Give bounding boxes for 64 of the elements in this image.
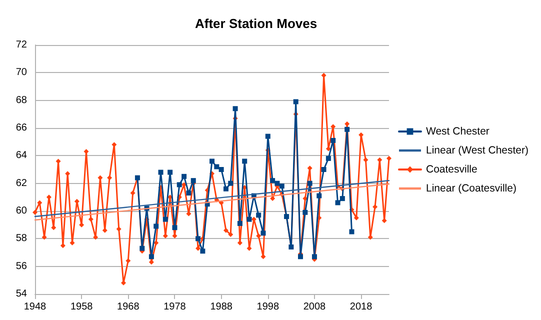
- point: [321, 167, 326, 172]
- point: [218, 167, 224, 172]
- point: [330, 138, 336, 143]
- y-tick-label: 54: [16, 288, 28, 300]
- point: [182, 174, 187, 179]
- point: [307, 180, 312, 186]
- x-tick-label: 1978: [164, 302, 186, 312]
- x-tick-label: 1968: [117, 302, 140, 312]
- point: [190, 178, 196, 184]
- y-tick-label: 66: [16, 122, 28, 134]
- x-tick-label: 1988: [210, 302, 233, 312]
- point: [176, 182, 182, 188]
- point: [158, 170, 164, 175]
- point: [279, 184, 284, 189]
- point: [256, 212, 262, 218]
- point: [312, 254, 317, 260]
- point: [223, 186, 228, 192]
- point: [274, 180, 280, 186]
- x-tick-label: 1958: [70, 302, 94, 312]
- point: [302, 210, 308, 215]
- x-tick-label: 2008: [303, 302, 326, 312]
- point: [316, 193, 322, 198]
- point: [340, 196, 345, 202]
- point: [270, 178, 276, 184]
- y-tick-label: 62: [16, 178, 28, 189]
- point: [232, 106, 238, 112]
- point: [344, 126, 350, 132]
- x-tick-label: 1998: [256, 302, 280, 312]
- chart-title: After Station Moves: [195, 16, 318, 31]
- y-tick-label: 68: [16, 94, 28, 106]
- point: [168, 170, 173, 175]
- point: [298, 254, 303, 260]
- point: [246, 216, 252, 222]
- point: [228, 180, 234, 186]
- point: [335, 200, 340, 206]
- point: [148, 254, 154, 260]
- y-tick-label: 70: [16, 67, 28, 78]
- point: [200, 248, 206, 254]
- y-tick-label: 58: [16, 233, 28, 244]
- point: [210, 158, 214, 164]
- point: [349, 229, 354, 234]
- y-tick-label: 56: [16, 260, 28, 272]
- point: [242, 158, 248, 164]
- y-tick-label: 64: [16, 150, 28, 162]
- point: [265, 134, 270, 139]
- point: [140, 246, 145, 251]
- point: [162, 216, 168, 222]
- x-tick-label: 1948: [24, 302, 47, 312]
- legend-label: Linear (West Chester): [426, 144, 529, 156]
- point: [172, 225, 178, 230]
- point: [154, 224, 159, 229]
- point: [214, 164, 220, 170]
- point: [196, 236, 201, 242]
- y-tick-label: 72: [16, 40, 28, 50]
- legend-label: Coatesville: [426, 164, 478, 176]
- point: [293, 99, 298, 104]
- y-tick-label: 60: [16, 206, 28, 216]
- x-tick-label: 2018: [350, 302, 373, 312]
- point: [326, 156, 331, 161]
- point: [186, 190, 192, 196]
- legend-label: Linear (Coatesville): [426, 182, 516, 194]
- point: [260, 230, 266, 236]
- point: [237, 220, 242, 226]
- legend-label: West Chester: [426, 126, 490, 138]
